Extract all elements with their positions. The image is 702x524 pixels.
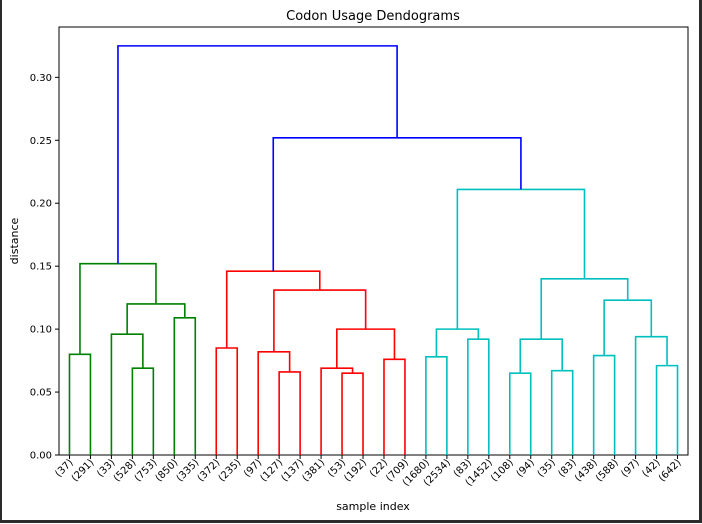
dendrogram-link <box>215 347 239 455</box>
plot-area-frame <box>58 26 689 456</box>
dendrogram-links <box>68 45 679 455</box>
dendrogram-link <box>117 45 398 264</box>
dendrogram-link <box>467 338 490 455</box>
x-tick-label: (642) <box>657 457 684 484</box>
x-tick-label: (438) <box>573 457 600 484</box>
dendrogram-link <box>592 354 616 455</box>
dendrogram-link <box>110 333 144 455</box>
dendrogram-link <box>68 353 92 455</box>
dendrogram-link <box>272 136 522 272</box>
dendrogram-link <box>456 188 586 330</box>
x-tick-label: (588) <box>594 457 621 484</box>
y-axis: 0.00 0.05 0.10 0.15 0.20 0.25 0.30 <box>30 73 59 462</box>
x-tick-label: (291) <box>70 457 97 484</box>
dendrogram-link <box>173 316 197 455</box>
dendrogram-link <box>257 350 291 455</box>
y-tick-label: 0.05 <box>30 388 52 399</box>
dendrogram-link <box>320 367 354 455</box>
dendrogram-link <box>273 289 367 352</box>
x-tick-label: (35) <box>536 457 558 479</box>
y-axis-label: distance <box>8 217 21 264</box>
y-tick-label: 0.00 <box>30 451 52 462</box>
x-tick-label: (381) <box>300 457 327 484</box>
dendrogram-link <box>519 338 564 374</box>
y-tick-label: 0.20 <box>30 199 52 210</box>
dendrogram-link <box>425 356 448 455</box>
x-axis-label: sample index <box>336 500 410 513</box>
x-tick-label: (850) <box>154 457 181 484</box>
dendrogram-link <box>634 335 668 455</box>
dendrogram-link <box>278 371 301 455</box>
x-tick-label: (335) <box>175 457 202 484</box>
x-tick-label: (753) <box>133 457 160 484</box>
x-tick-label: (372) <box>196 457 223 484</box>
dendrogram-link <box>131 367 155 455</box>
x-tick-label: (528) <box>112 457 139 484</box>
x-tick-label: (108) <box>489 457 516 484</box>
y-tick-label: 0.25 <box>30 136 52 147</box>
y-tick-label: 0.15 <box>30 262 52 273</box>
dendrogram-link <box>550 369 574 455</box>
x-tick-label: (94) <box>515 457 537 479</box>
x-tick-label: (127) <box>258 457 285 484</box>
dendrogram-link <box>603 299 653 356</box>
dendrogram-link <box>383 358 406 455</box>
x-axis: (37)(291)(33)(528)(753)(850)(335)(372)(2… <box>53 455 684 489</box>
dendrogram-link <box>435 328 480 357</box>
dendrogram-link <box>540 277 629 340</box>
dendrogram-link <box>341 372 364 455</box>
dendrogram-link <box>126 303 186 335</box>
chart-title: Codon Usage Dendograms <box>286 9 460 24</box>
dendrogram-link <box>508 372 532 455</box>
x-tick-label: (137) <box>279 457 306 484</box>
y-tick-label: 0.30 <box>30 73 52 84</box>
x-tick-label: (235) <box>217 457 244 484</box>
dendrogram-link <box>336 328 396 369</box>
x-tick-label: (97) <box>619 457 641 479</box>
y-tick-label: 0.10 <box>30 325 52 336</box>
dendrogram-link <box>655 364 679 455</box>
x-tick-label: (192) <box>342 457 369 484</box>
dendrogram-link <box>79 262 157 355</box>
